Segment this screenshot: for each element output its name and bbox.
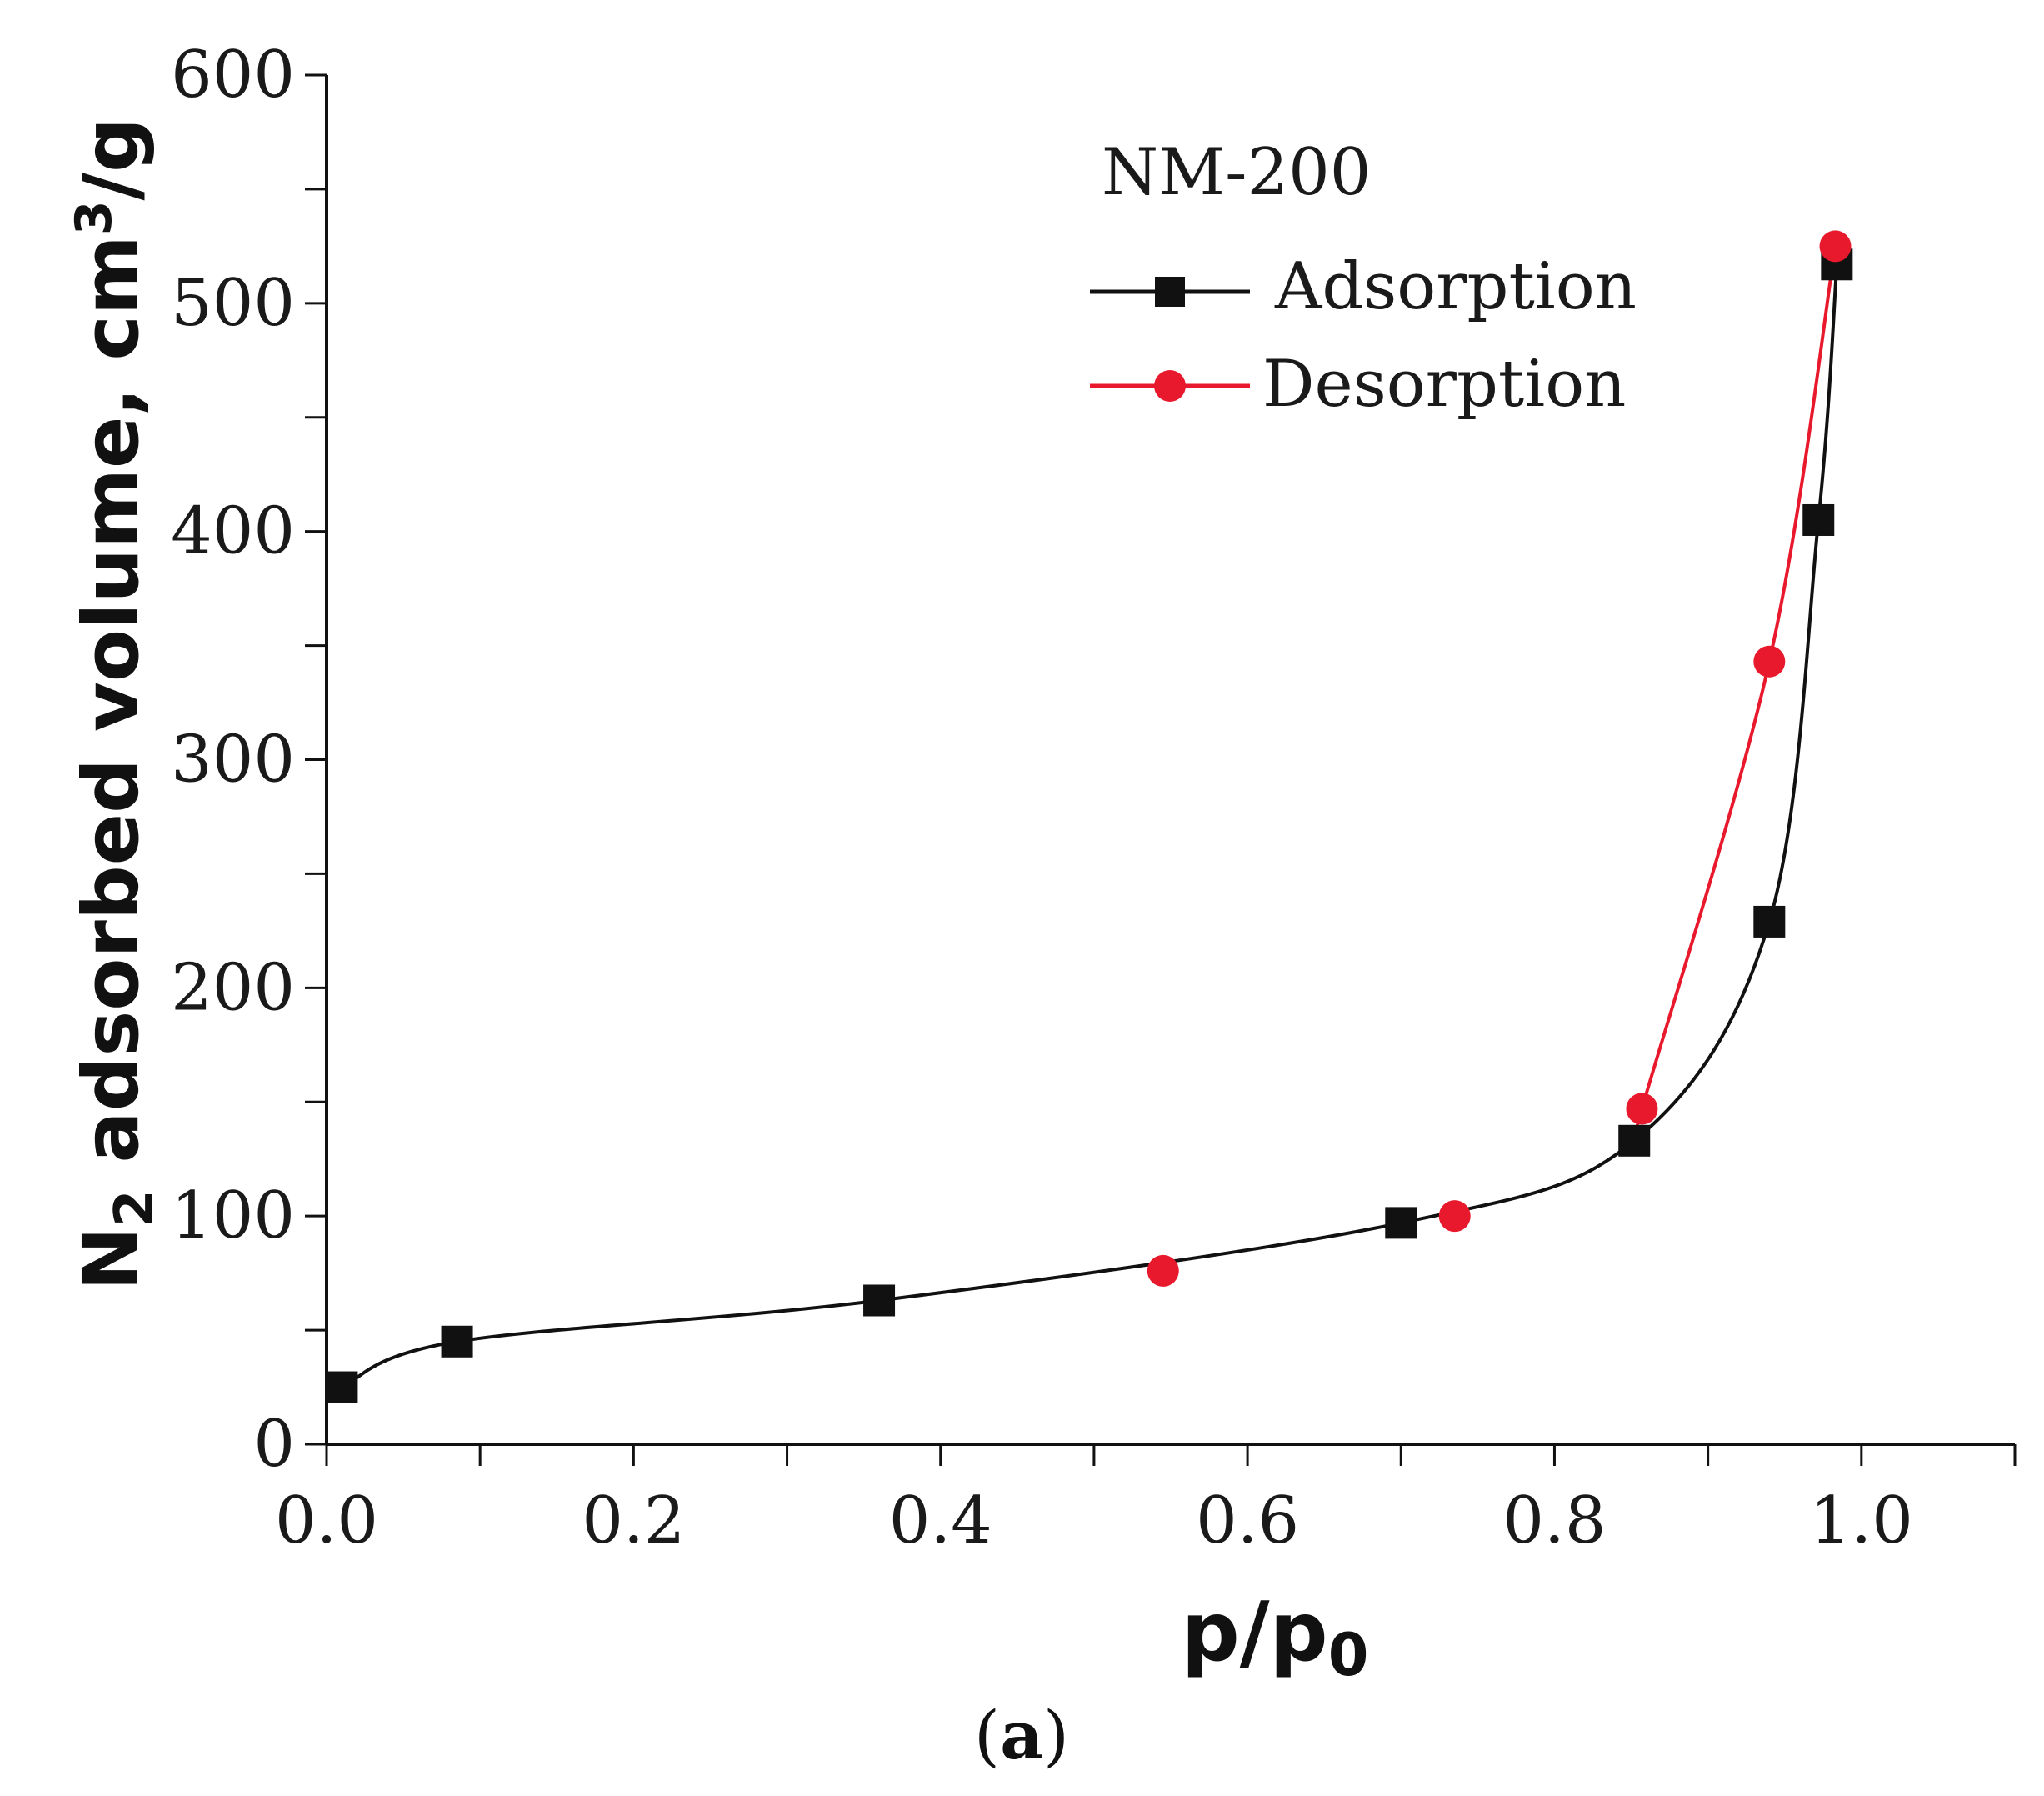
- adsorption-point: [1753, 905, 1786, 938]
- legend: NM-200 Adsorption Desorption: [1090, 135, 1637, 422]
- series-points: [326, 230, 1853, 1403]
- tick-labels: 0.0 0.2 0.4 0.6 0.8 1.0 0 100 200 300 400 500 600: [171, 38, 1913, 1558]
- y-axis-title: N2 adsorbed volume, cm3/g: [65, 118, 166, 1291]
- x-tick-label: 0.8: [1502, 1483, 1606, 1558]
- adsorption-point: [1385, 1207, 1417, 1239]
- legend-adsorption-marker: [1155, 277, 1185, 307]
- legend-adsorption-label: Adsorption: [1274, 249, 1637, 324]
- desorption-point: [1753, 645, 1786, 678]
- y-tick-label: 300: [171, 723, 295, 798]
- x-tick-label: 1.0: [1810, 1483, 1913, 1558]
- legend-desorption-marker: [1154, 370, 1186, 402]
- y-tick-label: 500: [171, 266, 295, 341]
- legend-desorption-label: Desorption: [1262, 347, 1626, 422]
- desorption-point: [1819, 230, 1852, 263]
- x-axis-title-subscript: 0: [1328, 1621, 1369, 1689]
- x-tick-label: 0.2: [582, 1483, 685, 1558]
- x-axis-title-main: p/p: [1182, 1585, 1328, 1680]
- tick-marks: [305, 73, 2017, 1466]
- desorption-point: [1147, 1254, 1179, 1287]
- y-tick-label: 600: [171, 38, 295, 113]
- panel-label-close: ): [1043, 1697, 1069, 1774]
- adsorption-curve: [341, 264, 1839, 1389]
- adsorption-point: [863, 1284, 896, 1317]
- y-tick-label: 400: [171, 494, 295, 569]
- panel-label: (a): [974, 1696, 1069, 1774]
- legend-title: NM-200: [1102, 135, 1371, 210]
- y-axis-title-main: N: [67, 1227, 156, 1291]
- y-axis-title-subscript: 2: [104, 1189, 166, 1227]
- adsorption-point: [326, 1371, 358, 1403]
- y-axis-title-rest: adsorbed volume, cm: [67, 235, 156, 1189]
- desorption-point: [1438, 1200, 1471, 1233]
- x-tick-label: 0.4: [889, 1483, 992, 1558]
- y-axis-title-superscript: 3: [65, 200, 123, 235]
- y-tick-label: 100: [171, 1178, 295, 1253]
- y-axis-title-end: /g: [67, 118, 156, 200]
- adsorption-point: [1802, 503, 1835, 536]
- desorption-point: [1626, 1093, 1658, 1125]
- adsorption-point: [441, 1325, 473, 1358]
- panel-label-open: (: [974, 1697, 1000, 1774]
- y-tick-label: 0: [253, 1407, 295, 1482]
- x-tick-label: 0.6: [1196, 1483, 1299, 1558]
- x-axis-title: p/p0: [1182, 1585, 1369, 1689]
- adsorption-point: [1618, 1124, 1651, 1157]
- x-tick-label: 0.0: [275, 1483, 378, 1558]
- y-tick-label: 200: [171, 950, 295, 1025]
- panel-label-letter: a: [1000, 1696, 1043, 1774]
